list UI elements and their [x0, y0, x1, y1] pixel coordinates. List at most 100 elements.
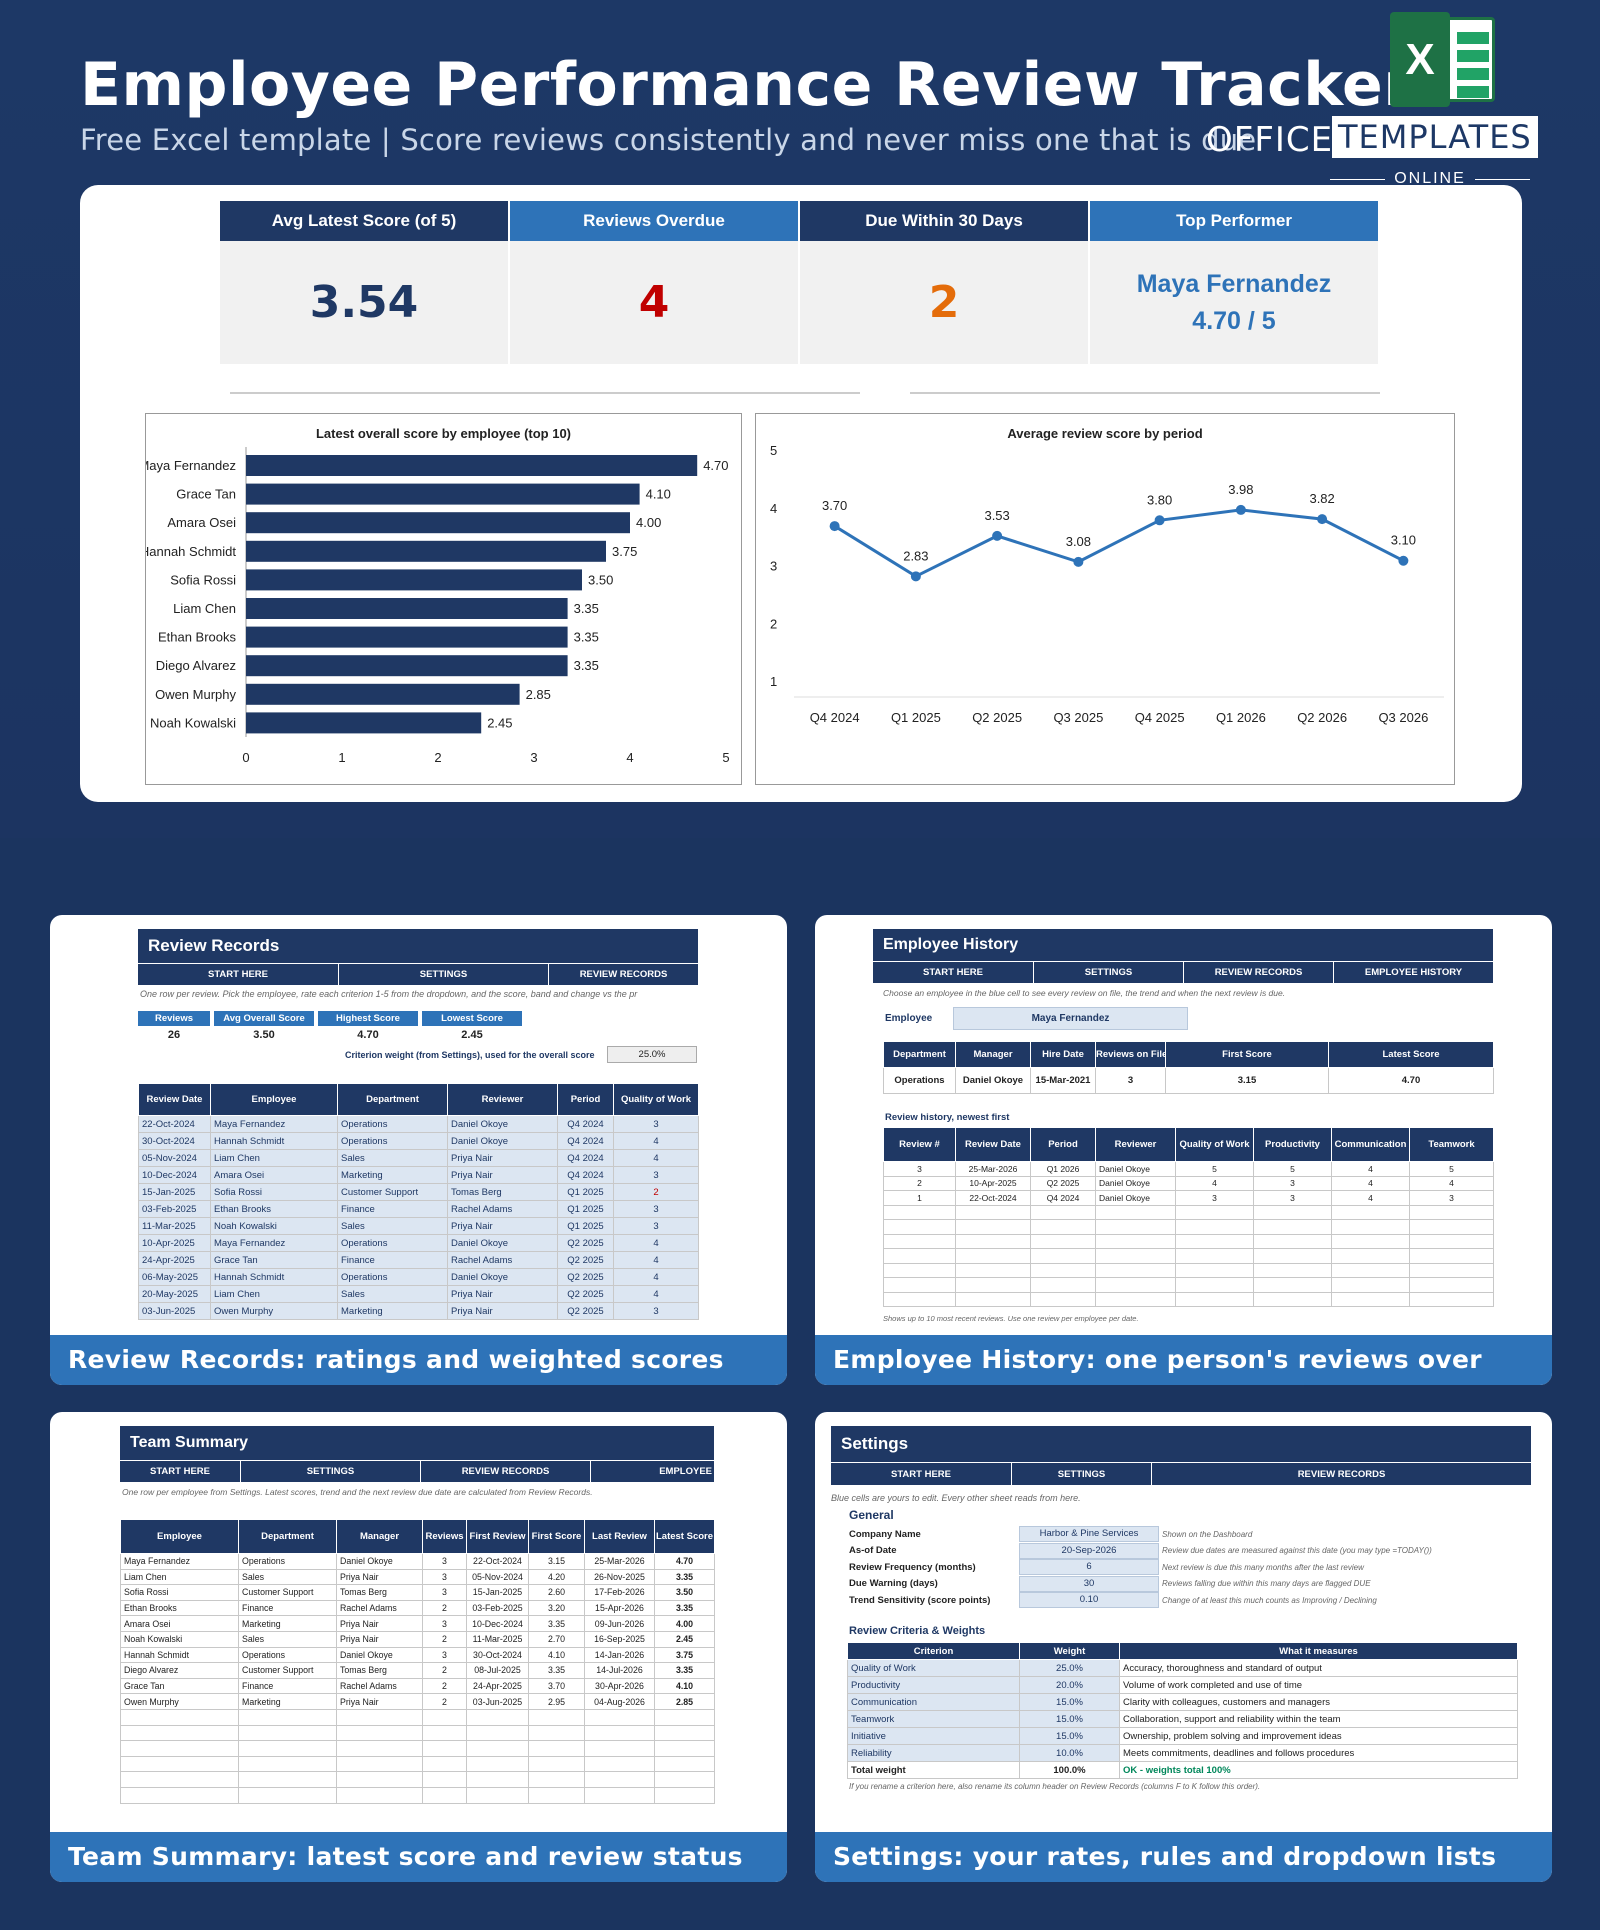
table-cell[interactable]: Marketing [337, 1302, 448, 1320]
table-cell[interactable]: Q2 2025 [557, 1234, 614, 1252]
table-cell[interactable]: Maya Fernandez [210, 1234, 338, 1252]
table-cell[interactable]: Sales [337, 1149, 448, 1167]
table-cell[interactable]: 15-Jan-2025 [138, 1183, 211, 1201]
criteria-cell[interactable]: Volume of work completed and use of time [1119, 1676, 1518, 1694]
table-cell[interactable]: 30-Oct-2024 [138, 1132, 211, 1150]
table-cell[interactable]: 05-Nov-2024 [138, 1149, 211, 1167]
criteria-row[interactable]: Initiative 15.0% Ownership, problem solvin… [847, 1727, 1518, 1745]
table-cell[interactable]: Operations [337, 1234, 448, 1252]
table-cell[interactable]: Ethan Brooks [210, 1200, 338, 1218]
table-cell[interactable]: Daniel Okoye [447, 1132, 558, 1150]
nav-review-records[interactable]: REVIEW RECORDS [548, 964, 698, 985]
table-row[interactable]: 20-May-2025 Liam Chen Sales Priya Nair Q2 20… [138, 1285, 699, 1303]
setting-value-input[interactable]: Harbor & Pine Services [1019, 1526, 1159, 1543]
criteria-cell[interactable]: 10.0% [1019, 1744, 1120, 1762]
criteria-cell[interactable]: Teamwork [847, 1710, 1020, 1728]
table-cell[interactable]: Liam Chen [210, 1285, 338, 1303]
table-cell[interactable]: Q2 2025 [557, 1285, 614, 1303]
table-cell[interactable]: Q1 2025 [557, 1200, 614, 1218]
table-cell[interactable]: Sofia Rossi [210, 1183, 338, 1201]
table-cell[interactable]: 4 [613, 1132, 699, 1150]
table-row[interactable]: 05-Nov-2024 Liam Chen Sales Priya Nair Q4 20… [138, 1149, 699, 1167]
criteria-cell[interactable]: 15.0% [1019, 1693, 1120, 1711]
table-cell[interactable]: Amara Osei [210, 1166, 338, 1184]
table-cell[interactable]: Sales [337, 1217, 448, 1235]
table-cell[interactable]: Q4 2024 [557, 1132, 614, 1150]
table-row[interactable]: 11-Mar-2025 Noah Kowalski Sales Priya Nair Q… [138, 1217, 699, 1235]
criteria-cell[interactable]: Collaboration, support and reliability w… [1119, 1710, 1518, 1728]
table-cell[interactable]: Priya Nair [447, 1166, 558, 1184]
table-cell[interactable]: Marketing [337, 1166, 448, 1184]
criteria-cell[interactable]: Quality of Work [847, 1659, 1020, 1677]
setting-value-input[interactable]: 0.10 [1019, 1592, 1159, 1609]
table-cell[interactable]: 2 [613, 1183, 699, 1201]
table-cell[interactable]: Grace Tan [210, 1251, 338, 1269]
col-employee[interactable]: Employee [210, 1083, 338, 1116]
table-cell[interactable]: 22-Oct-2024 [138, 1115, 211, 1133]
nav-settings[interactable]: SETTINGS [338, 964, 548, 985]
table-cell[interactable]: Q1 2025 [557, 1217, 614, 1235]
nav-start-here[interactable]: START HERE [923, 967, 983, 978]
criteria-cell[interactable]: Reliability [847, 1744, 1020, 1762]
table-cell[interactable]: Rachel Adams [447, 1251, 558, 1269]
table-cell[interactable]: 4 [613, 1268, 699, 1286]
table-row[interactable]: 15-Jan-2025 Sofia Rossi Customer Support To… [138, 1183, 699, 1201]
table-cell[interactable]: Priya Nair [447, 1149, 558, 1167]
table-cell[interactable]: Q2 2025 [557, 1251, 614, 1269]
col-review-date[interactable]: Review Date [138, 1083, 211, 1116]
criteria-cell[interactable]: 20.0% [1019, 1676, 1120, 1694]
table-cell[interactable]: Daniel Okoye [447, 1268, 558, 1286]
nav-start-here[interactable]: START HERE [208, 969, 268, 980]
table-cell[interactable]: Finance [337, 1251, 448, 1269]
criteria-cell[interactable]: Initiative [847, 1727, 1020, 1745]
table-cell[interactable]: 24-Apr-2025 [138, 1251, 211, 1269]
table-row[interactable]: 10-Apr-2025 Maya Fernandez Operations Danie… [138, 1234, 699, 1252]
nav-review-records[interactable]: REVIEW RECORDS [1183, 962, 1333, 983]
nav-employee-history[interactable]: EMPLOYEE HISTORY [1333, 962, 1493, 983]
criteria-cell[interactable]: Communication [847, 1693, 1020, 1711]
table-cell[interactable]: Sales [337, 1285, 448, 1303]
criteria-cell[interactable]: Accuracy, thoroughness and standard of o… [1119, 1659, 1518, 1677]
table-cell[interactable]: 03-Feb-2025 [138, 1200, 211, 1218]
nav-settings[interactable]: SETTINGS [1011, 1463, 1151, 1485]
table-cell[interactable]: Operations [337, 1132, 448, 1150]
criteria-cell[interactable]: 15.0% [1019, 1710, 1120, 1728]
table-cell[interactable]: Hannah Schmidt [210, 1132, 338, 1150]
table-cell[interactable]: Daniel Okoye [447, 1234, 558, 1252]
criteria-row[interactable]: Communication 15.0% Clarity with colleague… [847, 1693, 1518, 1711]
table-cell[interactable]: 3 [613, 1200, 699, 1218]
table-row[interactable]: 03-Jun-2025 Owen Murphy Marketing Priya Nai… [138, 1302, 699, 1320]
table-cell[interactable]: Priya Nair [447, 1302, 558, 1320]
table-cell[interactable]: 3 [613, 1302, 699, 1320]
table-cell[interactable]: Owen Murphy [210, 1302, 338, 1320]
nav-start-here[interactable]: START HERE [891, 1468, 951, 1480]
table-row[interactable]: 24-Apr-2025 Grace Tan Finance Rachel Adams Q… [138, 1251, 699, 1269]
table-cell[interactable]: Priya Nair [447, 1285, 558, 1303]
table-row[interactable]: 06-May-2025 Hannah Schmidt Operations Danie… [138, 1268, 699, 1286]
table-cell[interactable]: Operations [337, 1115, 448, 1133]
table-cell[interactable]: Priya Nair [447, 1217, 558, 1235]
col-reviewer[interactable]: Reviewer [447, 1083, 558, 1116]
criteria-cell[interactable]: Meets commitments, deadlines and follows… [1119, 1744, 1518, 1762]
table-cell[interactable]: Q4 2024 [557, 1115, 614, 1133]
criteria-row[interactable]: Quality of Work 25.0% Accuracy, thoroughne… [847, 1659, 1518, 1677]
setting-value-input[interactable]: 20-Sep-2026 [1019, 1542, 1159, 1559]
setting-value-input[interactable]: 30 [1019, 1575, 1159, 1592]
table-cell[interactable]: 10-Apr-2025 [138, 1234, 211, 1252]
nav-employee[interactable]: EMPLOYEE [590, 1461, 714, 1482]
col-department[interactable]: Department [337, 1083, 448, 1116]
col-quality[interactable]: Quality of Work [613, 1083, 699, 1116]
table-cell[interactable]: Rachel Adams [447, 1200, 558, 1218]
table-cell[interactable]: Q4 2024 [557, 1166, 614, 1184]
table-cell[interactable]: 10-Dec-2024 [138, 1166, 211, 1184]
table-cell[interactable]: 06-May-2025 [138, 1268, 211, 1286]
table-cell[interactable]: 4 [613, 1234, 699, 1252]
nav-settings[interactable]: SETTINGS [1033, 962, 1183, 983]
table-cell[interactable]: 3 [613, 1166, 699, 1184]
table-cell[interactable]: Liam Chen [210, 1149, 338, 1167]
table-row[interactable]: 30-Oct-2024 Hannah Schmidt Operations Danie… [138, 1132, 699, 1150]
criteria-row[interactable]: Reliability 10.0% Meets commitments, deadl… [847, 1744, 1518, 1762]
table-cell[interactable]: Maya Fernandez [210, 1115, 338, 1133]
table-cell[interactable]: 4 [613, 1285, 699, 1303]
table-cell[interactable]: 20-May-2025 [138, 1285, 211, 1303]
